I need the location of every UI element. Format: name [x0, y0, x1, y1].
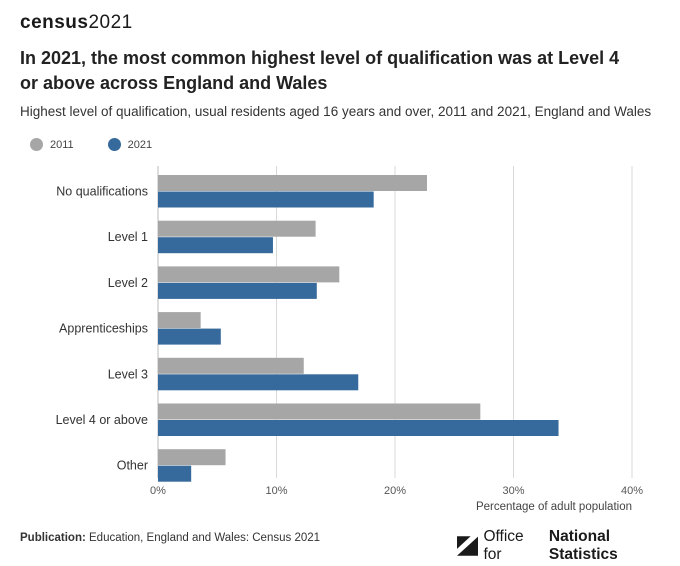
category-label: Level 2 — [108, 276, 148, 290]
legend-item-2011: 2011 — [30, 138, 74, 151]
x-axis-title: Percentage of adult population — [476, 501, 632, 513]
bar-2021-level-4-or-above — [158, 420, 559, 436]
category-label: Level 4 or above — [56, 413, 148, 427]
bar-2021-apprenticeships — [158, 328, 221, 345]
bar-2011-level-4-or-above — [158, 403, 481, 420]
ons-name-bold: National Statistics — [548, 528, 618, 563]
census-logo: census2021 — [20, 12, 133, 34]
legend-swatch-2011 — [30, 138, 43, 151]
category-label: Level 1 — [108, 230, 148, 244]
legend-swatch-2021 — [107, 138, 121, 151]
x-tick-label: 10% — [265, 485, 287, 497]
bar-2011-level-3 — [158, 357, 304, 374]
publication-text: Education, England and Wales: Census 202… — [89, 532, 321, 544]
bar-2021-no-qualifications — [158, 191, 374, 208]
census-logo-brand: census — [20, 12, 89, 33]
legend-label-2021: 2021 — [127, 138, 153, 151]
x-tick-label: 20% — [384, 485, 406, 497]
bar-2021-level-3 — [158, 374, 359, 391]
bar-2011-no-qualifications — [158, 175, 427, 191]
x-tick-label: 30% — [502, 485, 524, 497]
bar-chart: 0% 10% 20% 30% 40% No qualifications Level 1 Le… — [56, 166, 643, 513]
ons-name-prefix: Office for — [483, 528, 524, 563]
category-label: Other — [117, 459, 148, 473]
bar-2021-other — [158, 465, 192, 482]
publication-note: Publication: Education, England and Wale… — [20, 532, 320, 544]
bar-2021-level-2 — [158, 282, 317, 299]
ons-logo: Office for National Statistics — [457, 528, 680, 564]
chart-legend: 2011 2021 — [30, 138, 186, 151]
chart-subtitle: Highest level of qualification, usual re… — [20, 104, 652, 119]
bar-2011-level-2 — [158, 266, 340, 283]
ons-emblem-icon — [457, 536, 479, 556]
bar-2011-apprenticeships — [158, 312, 201, 329]
x-tick-label: 0% — [150, 485, 166, 497]
category-label: Apprenticeships — [59, 322, 148, 336]
category-label: No qualifications — [56, 185, 148, 199]
census-logo-year: 2021 — [88, 12, 133, 33]
chart-title: In 2021, the most common highest level o… — [20, 48, 620, 93]
publication-label: Publication: — [20, 532, 86, 544]
legend-label-2011: 2011 — [50, 138, 74, 151]
legend-item-2021: 2021 — [107, 138, 153, 151]
bar-2011-level-1 — [158, 220, 316, 237]
x-tick-label: 40% — [621, 485, 643, 497]
bar-2011-other — [158, 449, 226, 466]
bar-2021-level-1 — [158, 237, 273, 254]
category-label: Level 3 — [108, 367, 148, 381]
